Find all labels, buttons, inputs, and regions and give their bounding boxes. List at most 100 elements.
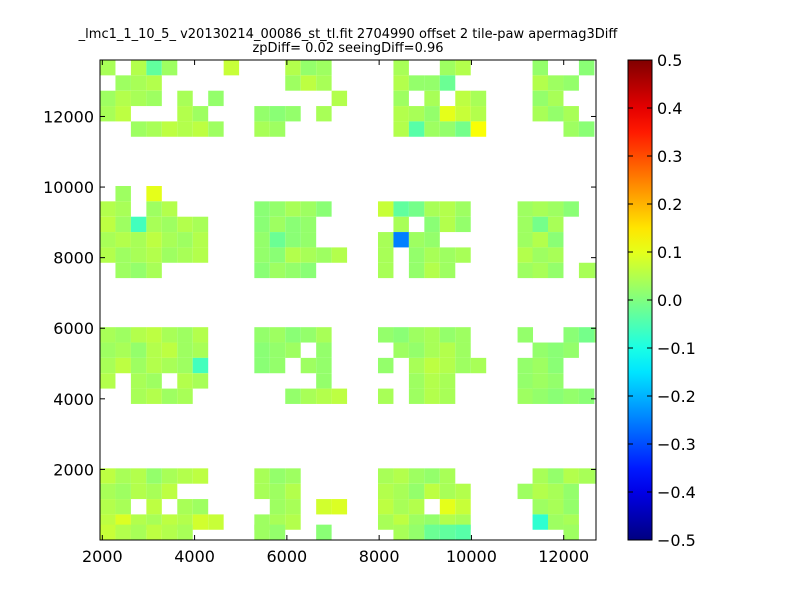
- heatmap-cell: [130, 388, 147, 404]
- heatmap-cell: [115, 75, 131, 91]
- heatmap-cell: [594, 327, 596, 343]
- heatmap-cell: [532, 262, 549, 279]
- heatmap-cell: [254, 216, 270, 233]
- heatmap-cell: [563, 75, 579, 91]
- heatmap-cell: [331, 247, 348, 263]
- heatmap-cell: [455, 106, 471, 122]
- heatmap-cell: [192, 121, 209, 137]
- x-tick-label: 2000: [82, 547, 123, 566]
- y-tick-label: 12000: [43, 107, 94, 126]
- heatmap-cell: [408, 262, 425, 279]
- heatmap-cell: [439, 327, 456, 343]
- heatmap-cell: [100, 201, 116, 217]
- heatmap-cell: [578, 327, 595, 343]
- colorbar-tick-label: 0.5: [657, 51, 682, 70]
- heatmap-cell: [161, 483, 178, 500]
- heatmap-cell: [424, 468, 440, 484]
- heatmap-cell: [177, 121, 193, 137]
- colorbar: 0.5 0.4 0.3 0.2 0.1 0.0 −0.1 −0.2 −0.3 −0.4 −0.5: [627, 51, 696, 550]
- heatmap-cell: [285, 201, 301, 217]
- heatmap-cell: [548, 232, 564, 248]
- heatmap-cell: [408, 499, 425, 515]
- heatmap-cell: [517, 388, 534, 404]
- heatmap-cell: [563, 327, 579, 343]
- heatmap-cell: [130, 483, 147, 500]
- heatmap-cell: [161, 524, 178, 540]
- heatmap-cell: [439, 499, 456, 515]
- heatmap-cell: [177, 90, 193, 107]
- heatmap-cell: [408, 247, 425, 263]
- y-tick-label: 8000: [53, 249, 94, 268]
- heatmap-cell: [455, 121, 471, 137]
- heatmap-cell: [377, 247, 394, 263]
- heatmap-cell: [316, 75, 332, 91]
- heatmap-cell: [424, 90, 440, 107]
- heatmap-cell: [455, 524, 471, 540]
- heatmap-cell: [393, 232, 409, 248]
- heatmap-cell: [285, 468, 301, 484]
- heatmap-cell: [563, 106, 579, 122]
- heatmap-cell: [130, 468, 147, 484]
- heatmap-cell: [177, 388, 193, 404]
- heatmap-cell: [100, 468, 116, 484]
- heatmap-cell: [254, 342, 270, 358]
- heatmap-cell: [192, 232, 209, 248]
- heatmap-cell: [424, 106, 440, 122]
- heatmap-cell: [100, 232, 116, 248]
- heatmap-cell: [532, 388, 549, 404]
- heatmap-cell: [455, 483, 471, 500]
- heatmap-cell: [115, 201, 131, 217]
- heatmap-cell: [269, 201, 286, 217]
- y-tick-label: 4000: [53, 390, 94, 409]
- heatmap-cell: [177, 373, 193, 389]
- heatmap-cell: [439, 388, 456, 404]
- heatmap-cell: [177, 524, 193, 540]
- heatmap-cell: [532, 232, 549, 248]
- heatmap-cell: [393, 121, 409, 137]
- heatmap-cell: [100, 524, 116, 540]
- heatmap-cell: [424, 216, 440, 233]
- heatmap-cell: [130, 357, 147, 374]
- heatmap-cell: [269, 232, 286, 248]
- heatmap-cell: [254, 483, 270, 500]
- heatmap-cell: [393, 483, 409, 500]
- heatmap-cell: [130, 232, 147, 248]
- heatmap-cell: [316, 60, 332, 76]
- y-tick-label: 2000: [53, 460, 94, 479]
- heatmap-cell: [115, 247, 131, 263]
- x-tick-label: 8000: [359, 547, 400, 566]
- heatmap-cell: [300, 388, 317, 404]
- heatmap-cell: [408, 201, 425, 217]
- heatmap-cell: [563, 499, 579, 515]
- heatmap-cell: [146, 524, 162, 540]
- heatmap-cell: [377, 499, 394, 515]
- heatmap-cell: [100, 247, 116, 263]
- heatmap-cell: [408, 232, 425, 248]
- heatmap-cell: [548, 342, 564, 358]
- heatmap-cell: [548, 90, 564, 107]
- heatmap-cell: [254, 468, 270, 484]
- heatmap-cell: [285, 499, 301, 515]
- heatmap-cell: [254, 232, 270, 248]
- heatmap-cell: [439, 483, 456, 500]
- heatmap-cell: [192, 499, 209, 515]
- heatmap-cell: [532, 357, 549, 374]
- heatmap-cell: [377, 232, 394, 248]
- heatmap-cell: [548, 216, 564, 233]
- heatmap-cell: [192, 216, 209, 233]
- heatmap-cell: [548, 357, 564, 374]
- heatmap-cell: [408, 373, 425, 389]
- heatmap-cell: [455, 357, 471, 374]
- heatmap-cell: [455, 60, 471, 76]
- heatmap-cell: [146, 216, 162, 233]
- heatmap-cell: [254, 121, 270, 137]
- heatmap-cell: [548, 514, 564, 530]
- heatmap-cell: [208, 121, 224, 137]
- heatmap-cell: [285, 60, 301, 76]
- heatmap-cell: [408, 388, 425, 404]
- heatmap-cell: [177, 232, 193, 248]
- heatmap-cell: [269, 327, 286, 343]
- heatmap-cell: [208, 90, 224, 107]
- heatmap-cell: [316, 247, 332, 263]
- heatmap-cell: [130, 373, 147, 389]
